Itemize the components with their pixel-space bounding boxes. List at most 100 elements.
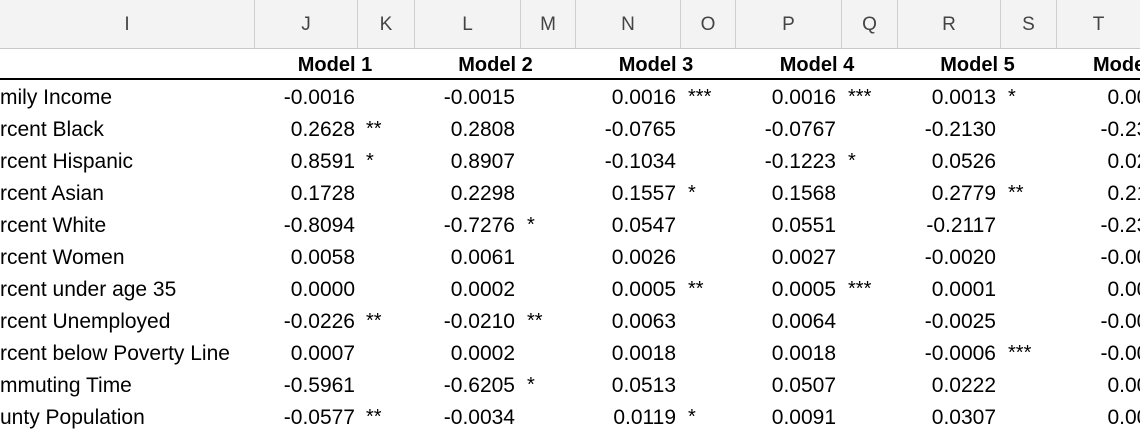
significance-cell[interactable]: *** [1008,342,1032,364]
coefficient-cell[interactable]: -0.6205 [443,374,515,397]
coefficient-cell[interactable]: -0.0025 [924,310,996,333]
column-header-s[interactable]: S [1001,0,1057,48]
significance-cell[interactable]: ** [527,310,543,332]
coefficient-cell[interactable]: 0.2779 [931,182,996,205]
coefficient-cell[interactable]: -0.0767 [764,118,836,141]
coefficient-cell[interactable]: 0.2808 [450,118,515,141]
coefficient-cell[interactable]: 0.2628 [290,118,355,141]
coefficient-cell[interactable]: 0.8907 [450,150,515,173]
row-label[interactable]: rcent Asian [0,182,104,205]
column-header-j[interactable]: J [255,0,358,48]
coefficient-cell[interactable]: -0.0226 [283,310,355,333]
coefficient-cell[interactable]: 0.001 [1107,86,1140,109]
coefficient-cell[interactable]: 0.0016 [611,86,676,109]
coefficient-cell[interactable]: -0.0210 [443,310,515,333]
coefficient-cell[interactable]: 0.029 [1107,150,1140,173]
column-header-n[interactable]: N [576,0,681,48]
coefficient-cell[interactable]: 0.0119 [613,406,676,429]
coefficient-cell[interactable]: 0.0018 [611,342,676,365]
coefficient-cell[interactable]: 0.216 [1107,182,1140,205]
coefficient-cell[interactable]: 0.2298 [450,182,515,205]
coefficient-cell[interactable]: 0.0005 [771,278,836,301]
model-5-header[interactable]: Model 5 [940,54,1015,76]
row-label[interactable]: rcent Unemployed [0,310,171,333]
coefficient-cell[interactable]: -0.2117 [926,214,996,237]
coefficient-cell[interactable]: 0.0551 [771,214,836,237]
coefficient-cell[interactable]: 0.1568 [771,182,836,205]
row-label[interactable]: rcent Black [0,118,104,141]
model-2-header[interactable]: Model 2 [458,54,533,76]
model-6-header[interactable]: Mode [1093,54,1140,76]
significance-cell[interactable]: * [848,150,856,172]
coefficient-cell[interactable]: 0.006 [1107,406,1140,429]
coefficient-cell[interactable]: -0.000 [1100,342,1140,365]
coefficient-cell[interactable]: 0.0027 [771,246,836,269]
column-header-q[interactable]: Q [842,0,898,48]
column-header-m[interactable]: M [521,0,576,48]
coefficient-cell[interactable]: 0.0307 [931,406,996,429]
coefficient-cell[interactable]: -0.0006 [924,342,996,365]
coefficient-cell[interactable]: 0.0064 [771,310,836,333]
coefficient-cell[interactable]: -0.235 [1100,118,1140,141]
significance-cell[interactable]: *** [848,278,872,300]
coefficient-cell[interactable]: 0.0513 [611,374,676,397]
coefficient-cell[interactable]: 0.0018 [771,342,836,365]
coefficient-cell[interactable]: 0.0002 [450,278,515,301]
row-label[interactable]: rcent Hispanic [0,150,134,173]
coefficient-cell[interactable]: 0.0526 [931,150,996,173]
row-label[interactable]: rcent Women [0,246,125,269]
coefficient-cell[interactable]: -0.1223 [764,150,836,173]
coefficient-cell[interactable]: -0.1034 [604,150,676,173]
coefficient-cell[interactable]: -0.0765 [604,118,676,141]
coefficient-cell[interactable]: 0.0091 [771,406,836,429]
column-header-o[interactable]: O [681,0,736,48]
coefficient-cell[interactable]: 0.8591 [290,150,355,173]
column-header-p[interactable]: P [736,0,842,48]
coefficient-cell[interactable]: -0.0016 [283,86,355,109]
significance-cell[interactable]: ** [688,278,704,300]
coefficient-cell[interactable]: 0.0007 [290,342,355,365]
significance-cell[interactable]: * [366,150,374,172]
coefficient-cell[interactable]: 0.0063 [611,310,676,333]
row-label[interactable]: mily Income [0,86,113,109]
coefficient-cell[interactable]: -0.8094 [283,214,355,237]
coefficient-cell[interactable]: 0.1728 [290,182,355,205]
significance-cell[interactable]: ** [366,406,382,428]
coefficient-cell[interactable]: 0.009 [1107,374,1140,397]
coefficient-cell[interactable]: -0.5961 [283,374,355,397]
model-3-header[interactable]: Model 3 [618,54,694,76]
coefficient-cell[interactable]: -0.002 [1100,310,1140,333]
coefficient-cell[interactable]: 0.0002 [450,342,515,365]
coefficient-cell[interactable]: -0.2130 [924,118,996,141]
coefficient-cell[interactable]: -0.001 [1100,246,1140,269]
significance-cell[interactable]: * [527,374,535,396]
coefficient-cell[interactable]: 0.0507 [771,374,836,397]
significance-cell[interactable]: * [527,214,535,236]
coefficient-cell[interactable]: -0.0034 [443,406,515,429]
column-header-r[interactable]: R [898,0,1001,48]
coefficient-cell[interactable]: -0.0020 [924,246,996,269]
significance-cell[interactable]: ** [1008,182,1024,204]
coefficient-cell[interactable]: 0.0058 [290,246,355,269]
coefficient-cell[interactable]: -0.233 [1100,214,1140,237]
significance-cell[interactable]: *** [848,86,872,108]
coefficient-cell[interactable]: 0.1557 [611,182,676,205]
coefficient-cell[interactable]: 0.0547 [611,214,676,237]
coefficient-cell[interactable]: 0.0061 [450,246,515,269]
model-4-header[interactable]: Model 4 [779,54,855,76]
coefficient-cell[interactable]: 0.0222 [931,374,996,397]
significance-cell[interactable]: * [1008,86,1016,108]
coefficient-cell[interactable]: 0.0000 [290,278,355,301]
row-label[interactable]: rcent under age 35 [0,278,177,301]
significance-cell[interactable]: * [688,406,696,428]
coefficient-cell[interactable]: 0.0013 [931,86,996,109]
column-header-i[interactable]: I [0,0,255,48]
coefficient-cell[interactable]: 0.0016 [771,86,836,109]
row-label[interactable]: unty Population [0,406,145,429]
row-label[interactable]: mmuting Time [0,374,132,397]
significance-cell[interactable]: ** [366,118,382,140]
significance-cell[interactable]: ** [366,310,382,332]
coefficient-cell[interactable]: 0.0001 [931,278,996,301]
column-header-l[interactable]: L [415,0,521,48]
coefficient-cell[interactable]: -0.0015 [443,86,515,109]
